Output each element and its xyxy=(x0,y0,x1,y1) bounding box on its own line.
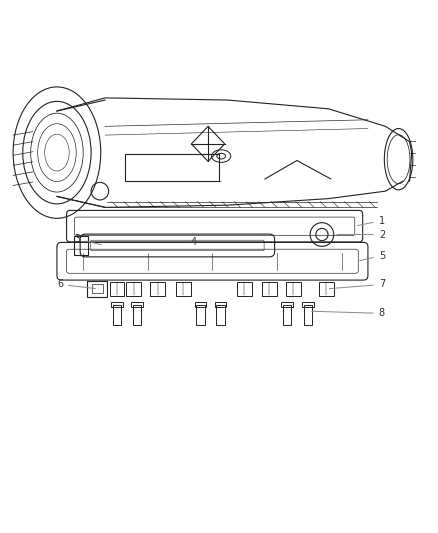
Text: 7: 7 xyxy=(329,279,385,289)
Text: 1: 1 xyxy=(357,215,385,225)
Text: 5: 5 xyxy=(360,251,385,261)
Text: 8: 8 xyxy=(311,309,385,318)
Text: 3: 3 xyxy=(74,234,102,245)
Text: 2: 2 xyxy=(337,230,385,239)
Text: 4: 4 xyxy=(191,237,197,247)
Text: 6: 6 xyxy=(57,279,95,289)
